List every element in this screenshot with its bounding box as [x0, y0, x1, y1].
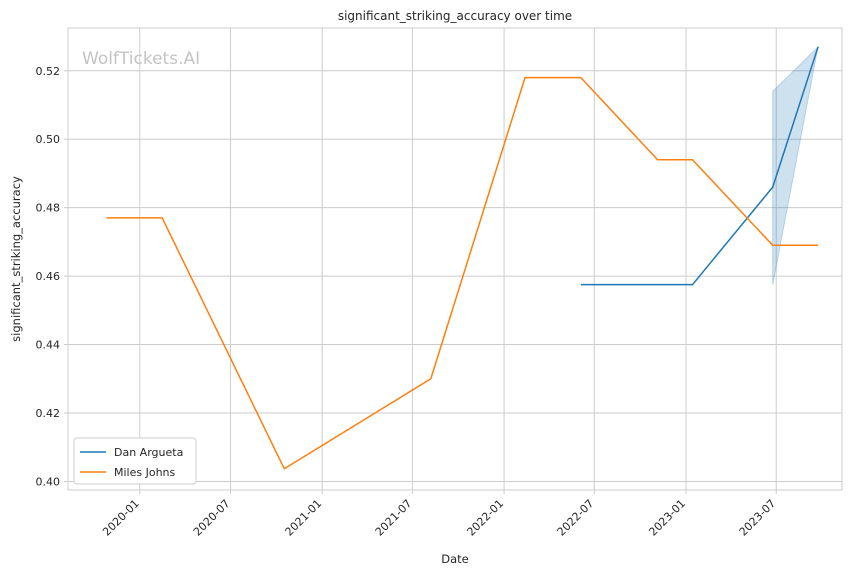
y-tick-label: 0.46 — [36, 270, 61, 283]
series-lines — [106, 46, 819, 470]
legend-label-dan-argueta: Dan Argueta — [114, 446, 183, 459]
y-tick-label: 0.52 — [36, 65, 61, 78]
y-axis-ticks: 0.40 0.42 0.44 0.46 0.48 0.50 0.52 — [36, 65, 68, 488]
series-line-dan-argueta — [580, 46, 819, 286]
series-line-miles-johns — [106, 76, 819, 470]
y-axis-label: significant_striking_accuracy — [9, 176, 23, 342]
x-axis-label: Date — [441, 552, 469, 566]
legend-label-miles-johns: Miles Johns — [114, 466, 176, 479]
y-tick-label: 0.40 — [36, 475, 61, 488]
y-tick-label: 0.42 — [36, 407, 61, 420]
chart-title: significant_striking_accuracy over time — [338, 9, 572, 23]
plot-area — [67, 27, 843, 491]
watermark-text: WolfTickets.AI — [82, 49, 200, 69]
y-tick-label: 0.48 — [36, 202, 61, 215]
y-tick-label: 0.50 — [36, 133, 61, 146]
legend: Dan Argueta Miles Johns — [73, 437, 197, 485]
grid-lines — [68, 28, 842, 490]
y-tick-label: 0.44 — [36, 339, 61, 352]
